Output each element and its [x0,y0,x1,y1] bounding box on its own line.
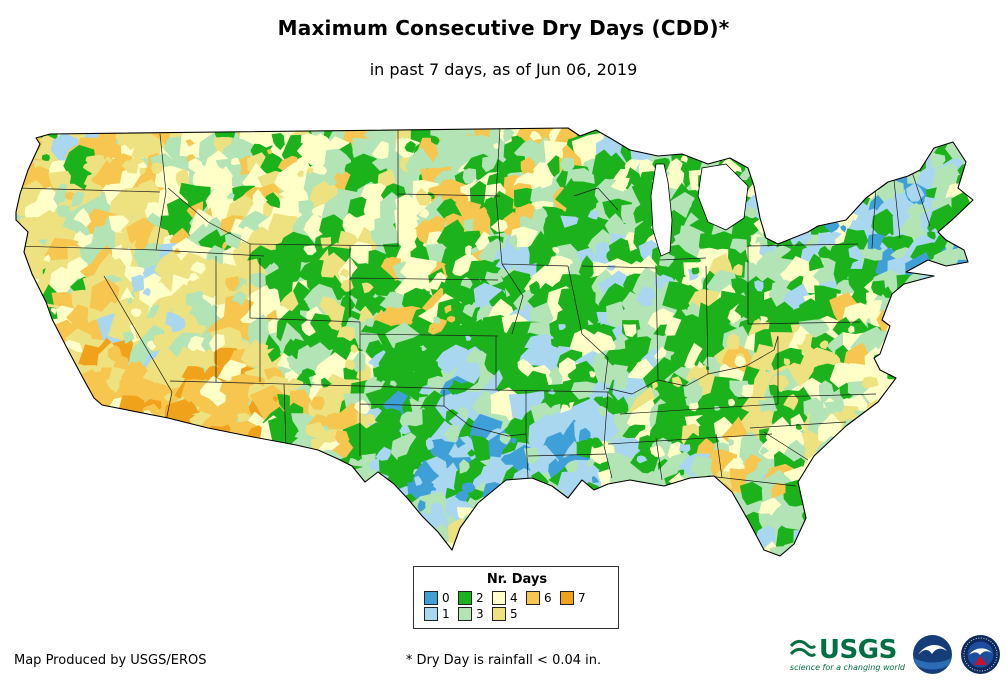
legend-label: 2 [476,591,484,605]
lake-huron-shape [697,163,749,231]
usgs-tagline: science for a changing world [789,662,905,672]
legend-swatch-2 [458,591,472,605]
legend-item-7: 7 [560,591,594,605]
legend-label: 7 [578,591,586,605]
legend-label: 5 [510,607,518,621]
legend-label: 0 [442,591,450,605]
legend-swatch-7 [560,591,574,605]
usgs-logo: USGS science for a changing world [789,635,905,672]
legend-swatch-1 [424,607,438,621]
legend-item-2: 2 [458,591,492,605]
legend-label: 1 [442,607,450,621]
legend-item-3: 3 [458,607,492,621]
legend-swatch-4 [492,591,506,605]
nws-logo-icon [961,635,1000,674]
map-credit: Map Produced by USGS/EROS [14,653,207,668]
legend-box: Nr. Days 0 2 4 6 7 1 3 5 [413,566,619,629]
state-boundaries [16,128,931,487]
legend-item-1: 1 [424,607,458,621]
legend-swatch-6 [526,591,540,605]
noaa-logo-icon [913,635,952,674]
legend-rows: 0 2 4 6 7 1 3 5 [424,591,610,621]
page-subtitle: in past 7 days, as of Jun 06, 2019 [369,60,638,79]
us-dry-days-map [15,127,974,557]
legend-item-0: 0 [424,591,458,605]
great-lakes [650,163,749,257]
dry-day-note: * Dry Day is rainfall < 0.04 in. [405,653,602,668]
legend-item-5: 5 [492,607,526,621]
legend-label: 4 [510,591,518,605]
usgs-wordmark: USGS [818,635,897,666]
legend-row: 0 2 4 6 7 [424,591,610,605]
page-title: Maximum Consecutive Dry Days (CDD)* [277,16,730,40]
lake-michigan-shape [650,163,673,257]
legend-item-6: 6 [526,591,560,605]
legend-swatch-5 [492,607,506,621]
legend-item-4: 4 [492,591,526,605]
usgs-wave-icon [789,639,816,657]
agency-logos: USGS science for a changing world [789,634,1001,675]
legend-swatch-0 [424,591,438,605]
legend-title: Nr. Days [486,572,548,587]
legend-row: 1 3 5 [424,607,610,621]
legend-label: 3 [476,607,484,621]
legend-label: 6 [544,591,552,605]
us-outline [15,127,974,557]
dry-days-choropleth [16,128,973,556]
legend-swatch-3 [458,607,472,621]
